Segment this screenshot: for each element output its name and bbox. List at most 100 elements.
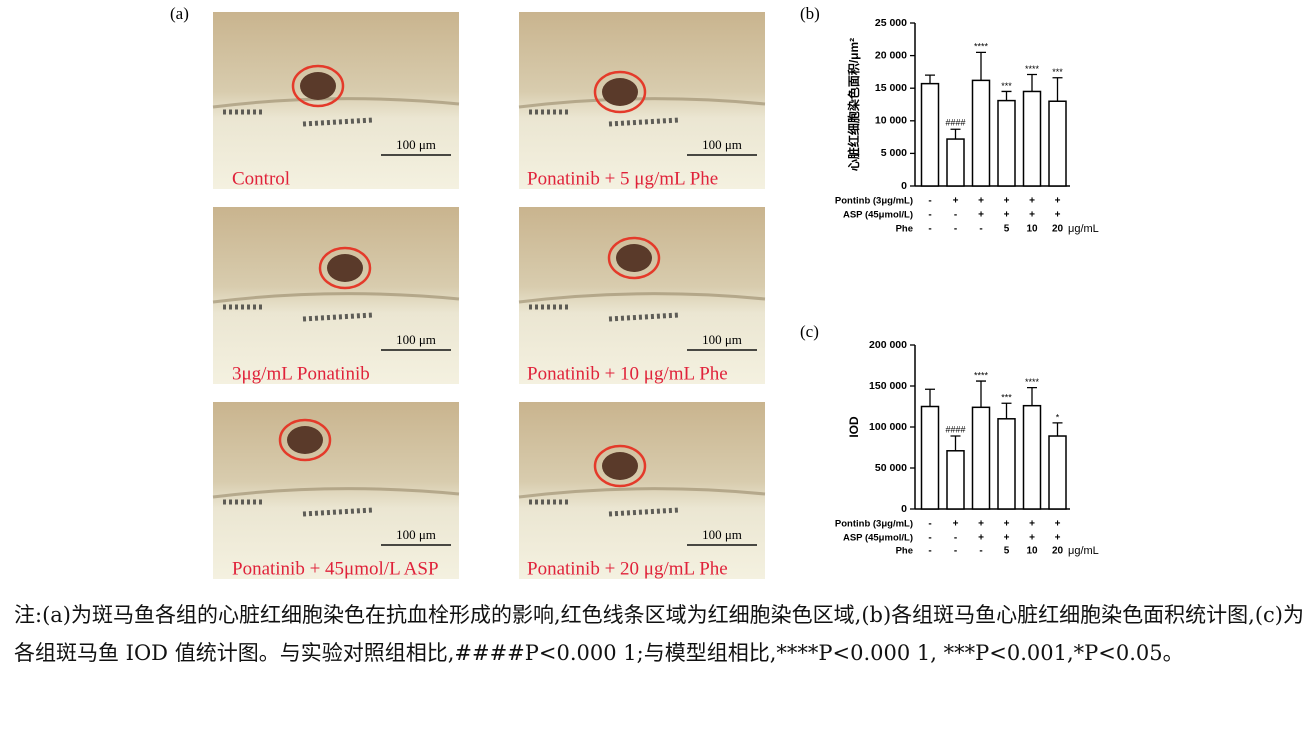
condition-value: - [928,519,931,530]
pigment [223,109,374,127]
condition-value: - [954,210,957,221]
pigment [529,304,680,322]
significance: *** [1001,393,1012,403]
image-caption: Control [232,168,290,189]
condition-value: + [1055,519,1061,530]
condition-value: - [979,224,982,235]
scale-label: 100 μm [702,137,742,152]
image-caption: Ponatinib + 45μmol/L ASP [232,558,439,579]
stain-outline [291,64,345,108]
pigment [223,499,374,517]
panel-label: (c) [800,322,819,341]
scale-label: 100 μm [396,137,436,152]
condition-value: + [1004,533,1010,544]
condition-value: + [1055,533,1061,544]
y-axis-title: 心脏红细胞染色面积/μm² [846,38,861,171]
condition-value: - [928,533,931,544]
condition-value: 5 [1004,546,1010,557]
condition-value: + [1055,210,1061,221]
panel-label: (a) [170,4,189,23]
bar [1022,404,1042,510]
condition-value: + [978,210,984,221]
tissue-edge [518,487,766,499]
error-bar [1001,402,1012,419]
error-bar [925,74,935,84]
significance: **** [1025,377,1040,387]
tissue-edge [518,97,766,109]
error-bar [1027,386,1037,406]
condition-value: + [1029,196,1035,207]
error-bar [976,380,986,408]
condition-name: Pontinb (3μg/mL) [835,519,913,530]
stain-outline [593,70,647,114]
y-tick-label: 25 000 [875,17,907,29]
pigment [529,499,680,517]
condition-value: - [954,224,957,235]
pigment [223,304,374,322]
condition-name: ASP (45μmol/L) [843,210,913,221]
bar [946,450,965,510]
image-caption: Ponatinib + 20 μg/mL Phe [527,558,728,579]
condition-value: 10 [1026,546,1038,557]
condition-name: Pontinb (3μg/mL) [835,196,913,207]
condition-value: + [978,519,984,530]
significance: #### [945,424,965,434]
condition-value: - [928,546,931,557]
condition-value: + [1029,519,1035,530]
condition-value: 10 [1026,224,1038,235]
condition-value: - [928,196,931,207]
y-tick-label: 0 [901,503,907,515]
tissue-edge [212,292,460,304]
condition-value: + [1029,533,1035,544]
error-bar [925,388,935,407]
bar-chart: (b) 心脏红细胞染色面积/μm² 0 5 000 10 000 15 000 20 000… [800,4,1099,235]
condition-value: 5 [1004,224,1010,235]
phe-unit: μg/mL [1068,223,1099,235]
bar [920,82,940,187]
condition-value: + [978,196,984,207]
y-tick-label: 200 000 [869,339,907,351]
condition-value: + [1004,519,1010,530]
bar [1022,90,1042,187]
bar-chart: (c) IOD 0 50 000 100 000 150 000 200 000 - - - ###… [800,322,1099,557]
y-tick-label: 10 000 [875,115,907,127]
error-bar [1052,77,1063,102]
figure-caption: 注:(a)为斑马鱼各组的心脏红细胞染色在抗血栓形成的影响,红色线条区域为红细胞染… [14,603,1304,665]
condition-value: + [1004,210,1010,221]
condition-value: 20 [1052,224,1064,235]
error-bar [976,51,986,81]
error-bar [1052,422,1063,437]
bar [946,138,965,187]
condition-value: + [1004,196,1010,207]
image-caption: Ponatinib + 10 μg/mL Phe [527,363,728,384]
y-tick-label: 15 000 [875,82,907,94]
condition-name: Phe [896,546,913,557]
scale-label: 100 μm [396,332,436,347]
y-tick-label: 5 000 [881,147,907,159]
condition-value: - [954,546,957,557]
tissue-edge [212,487,460,499]
y-tick-label: 150 000 [869,380,907,392]
error-bar [950,128,961,140]
y-tick-label: 50 000 [875,462,907,474]
error-bar [1027,73,1037,92]
panel-label: (b) [800,4,820,23]
condition-name: Phe [896,224,913,235]
stained-area [287,426,323,454]
stain-outline [607,236,661,280]
stained-area [327,254,363,282]
stained-area [602,452,638,480]
stain-outline [278,418,332,462]
scale-label: 100 μm [702,527,742,542]
tissue-edge [212,97,460,109]
condition-value: - [954,533,957,544]
y-tick-label: 0 [901,180,907,192]
condition-value: + [953,196,959,207]
condition-value: + [978,533,984,544]
significance: * [1056,412,1060,422]
bar [971,406,991,510]
condition-value: + [1055,196,1061,207]
significance: #### [945,118,965,128]
condition-value: 20 [1052,546,1064,557]
